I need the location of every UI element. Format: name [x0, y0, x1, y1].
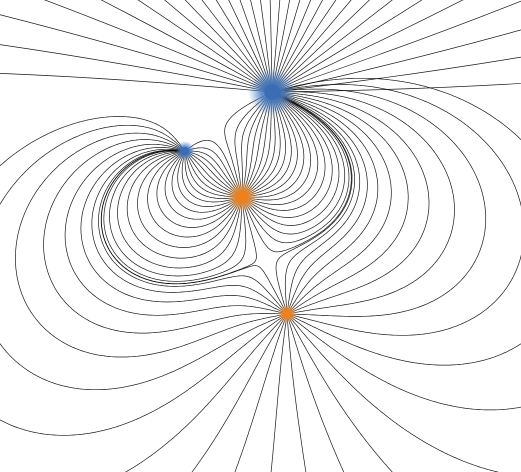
field-line: [274, 88, 487, 317]
field-line: [164, 0, 273, 93]
field-line: [156, 152, 241, 228]
field-line: [184, 152, 240, 199]
field-line: [244, 93, 312, 201]
field-line: [0, 116, 285, 436]
field-line: [271, 0, 521, 93]
field-line: [271, 0, 464, 93]
field-line: [274, 84, 521, 336]
field-line: [244, 93, 326, 211]
field-line: [274, 92, 379, 312]
field-line: [270, 316, 287, 472]
field-line: [242, 92, 352, 253]
field-line: [164, 152, 241, 220]
field-line: [273, 92, 392, 313]
charge-core: [264, 84, 280, 100]
field-line: [274, 77, 521, 366]
field-line: [271, 0, 323, 93]
field-line: [243, 93, 340, 226]
field-line: [137, 151, 242, 248]
field-line: [271, 0, 393, 93]
field-line: [271, 0, 281, 93]
field-line: [43, 0, 273, 93]
field-line: [234, 316, 287, 472]
field-line: [147, 151, 241, 238]
field-line: [201, 0, 273, 93]
field-line: [271, 0, 370, 93]
field-line: [289, 315, 521, 411]
field-line: [286, 316, 307, 472]
field-line: [271, 29, 521, 93]
field-line: [271, 0, 337, 93]
charge-large-blue: [248, 68, 296, 116]
field-line: [91, 148, 285, 313]
field-line: [273, 91, 409, 313]
field-line: [271, 0, 301, 93]
field-line: [64, 143, 285, 316]
field-line: [244, 93, 319, 205]
field-line: [271, 0, 290, 93]
field-line: [243, 92, 350, 244]
field-line: [244, 93, 298, 198]
field-line: [228, 0, 273, 93]
field-line: [186, 147, 241, 195]
field-line: [239, 0, 273, 93]
field-line: [100, 0, 273, 93]
charge-lower-orange: [277, 304, 297, 324]
field-line: [274, 92, 353, 312]
field-line: [103, 150, 247, 282]
field-line: [288, 316, 393, 472]
field-line: [43, 139, 285, 334]
field-line: [260, 0, 273, 93]
field-line: [181, 152, 240, 203]
field-line: [271, 56, 521, 93]
field-line: [269, 0, 273, 93]
field-line: [15, 132, 285, 358]
field-line: [271, 0, 312, 93]
field-line: [0, 44, 273, 93]
field-line: [287, 316, 345, 472]
field-line: [98, 149, 286, 313]
field-line: [0, 14, 273, 93]
field-line: [273, 92, 368, 312]
field-line: [274, 92, 361, 312]
field-line: [250, 0, 273, 93]
field-line: [126, 150, 242, 259]
field-line: [80, 147, 285, 314]
charge-core: [236, 191, 248, 203]
field-line: [185, 139, 242, 195]
field-line: [177, 153, 240, 207]
charges-group: [175, 68, 297, 324]
field-line: [274, 92, 355, 312]
field-line: [244, 93, 305, 198]
field-line: [100, 150, 286, 312]
field-line: [171, 152, 240, 213]
field-line: [125, 315, 286, 472]
field-line: [215, 0, 273, 93]
field-line: [185, 152, 240, 198]
field-line: [273, 91, 430, 314]
field-line: [191, 316, 286, 472]
field-line: [184, 0, 273, 93]
field-line: [271, 0, 352, 93]
field-line: [109, 150, 243, 277]
charge-core: [283, 310, 291, 318]
field-line: [0, 73, 273, 93]
charge-upper-orange: [226, 181, 258, 213]
field-line: [288, 315, 500, 472]
charge-small-blue: [175, 141, 195, 161]
field-line: [137, 0, 273, 93]
field-line: [271, 0, 423, 93]
field-line: [274, 91, 455, 314]
field-line: [271, 83, 521, 93]
field-line: [117, 150, 242, 269]
field-line: [243, 92, 346, 235]
field-line: [244, 92, 333, 218]
field-line: [0, 124, 285, 391]
charge-core: [181, 147, 189, 155]
